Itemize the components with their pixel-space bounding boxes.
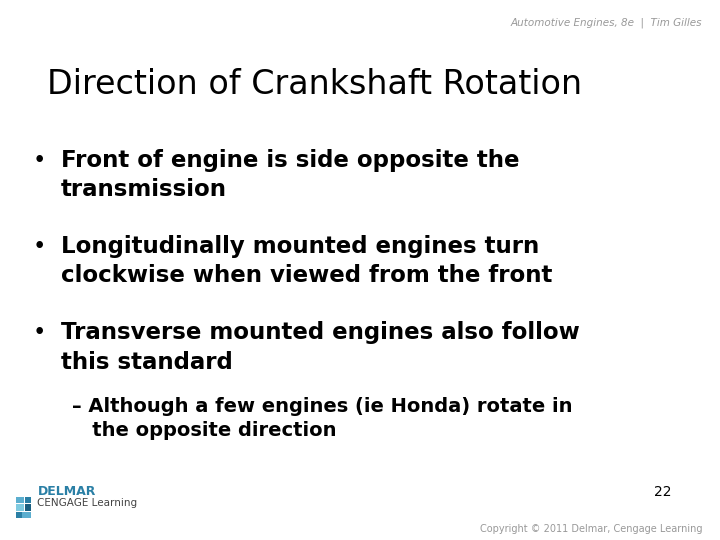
FancyBboxPatch shape xyxy=(16,497,24,503)
Text: – Although a few engines (ie Honda) rotate in
   the opposite direction: – Although a few engines (ie Honda) rota… xyxy=(72,397,572,440)
Text: •: • xyxy=(33,148,46,172)
Text: DELMAR: DELMAR xyxy=(37,485,96,498)
FancyBboxPatch shape xyxy=(16,512,22,518)
Text: Front of engine is side opposite the
transmission: Front of engine is side opposite the tra… xyxy=(61,148,520,201)
FancyBboxPatch shape xyxy=(16,504,24,511)
Text: Copyright © 2011 Delmar, Cengage Learning: Copyright © 2011 Delmar, Cengage Learnin… xyxy=(480,523,702,534)
Text: CENGAGE Learning: CENGAGE Learning xyxy=(37,497,138,508)
Text: Direction of Crankshaft Rotation: Direction of Crankshaft Rotation xyxy=(47,68,582,100)
Text: •: • xyxy=(33,321,46,345)
Text: Transverse mounted engines also follow
this standard: Transverse mounted engines also follow t… xyxy=(61,321,580,374)
Text: •: • xyxy=(33,235,46,258)
Text: 22: 22 xyxy=(654,485,671,500)
Text: Longitudinally mounted engines turn
clockwise when viewed from the front: Longitudinally mounted engines turn cloc… xyxy=(61,235,552,287)
FancyBboxPatch shape xyxy=(25,497,31,503)
FancyBboxPatch shape xyxy=(25,504,31,511)
FancyBboxPatch shape xyxy=(22,512,31,518)
Text: Automotive Engines, 8e  |  Tim Gilles: Automotive Engines, 8e | Tim Gilles xyxy=(510,18,702,28)
